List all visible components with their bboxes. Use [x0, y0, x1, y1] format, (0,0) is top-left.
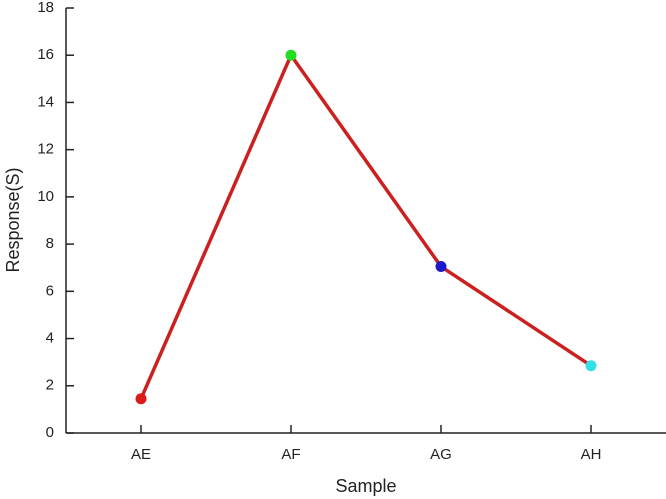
x-tick-label: AH [581, 446, 602, 463]
y-tick-label: 18 [37, 0, 54, 16]
point [135, 393, 147, 405]
y-tick-label: 4 [46, 330, 54, 347]
y-tick-label: 10 [37, 188, 54, 205]
x-tick-label: AG [430, 446, 452, 463]
y-tick-label: 0 [46, 424, 54, 441]
x-tick-label: AE [131, 446, 151, 463]
y-tick-label: 16 [37, 46, 54, 63]
y-tick-label: 12 [37, 141, 54, 158]
point [285, 49, 297, 61]
y-tick-label: 14 [37, 93, 54, 110]
y-tick-label: 8 [46, 235, 54, 252]
point [585, 360, 597, 372]
line [139, 53, 592, 400]
x-tick-label: AF [281, 446, 300, 463]
point [435, 261, 447, 273]
x-axis-title: Sample [335, 476, 396, 496]
y-axis-title: Response(S) [3, 167, 23, 272]
y-tick-label: 2 [46, 377, 54, 394]
y-tick-label: 6 [46, 282, 54, 299]
